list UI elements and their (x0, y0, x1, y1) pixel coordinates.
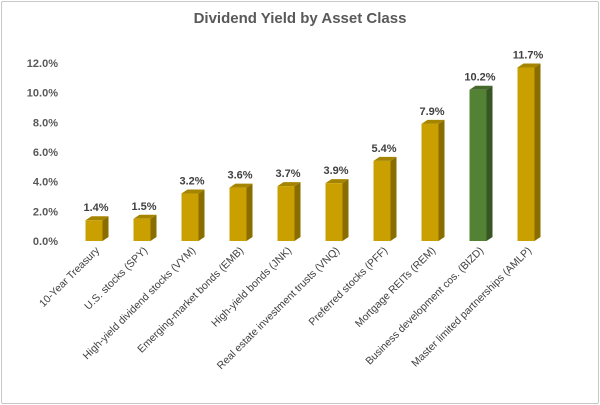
data-label: 11.7% (513, 49, 544, 61)
bar-side (294, 182, 301, 241)
bar-side (534, 63, 541, 242)
bar (181, 189, 205, 241)
bar (277, 182, 301, 241)
bar (229, 183, 253, 241)
bar-top (469, 85, 493, 90)
bar-front (85, 220, 103, 241)
data-label: 3.9% (323, 165, 348, 177)
category-label: Preferred stocks (PFF) (307, 245, 391, 329)
bar (85, 216, 109, 241)
bar-side (486, 85, 493, 241)
bar-front (181, 193, 199, 241)
category-label: Mortgage REITs (REM) (353, 245, 438, 330)
bar-top (517, 63, 541, 68)
data-label: 10.2% (464, 72, 495, 84)
bar-top (325, 179, 349, 184)
bar-front (421, 123, 439, 241)
bar-side (390, 156, 397, 241)
data-label: 3.2% (179, 176, 204, 188)
y-tick-label: 0.0% (33, 236, 58, 248)
y-tick-label: 4.0% (33, 177, 58, 189)
bar-front (469, 89, 487, 241)
y-tick-label: 10.0% (27, 88, 58, 100)
chart-title: Dividend Yield by Asset Class (193, 10, 407, 27)
data-label: 1.5% (131, 201, 156, 213)
bar (517, 63, 541, 242)
data-label: 7.9% (419, 106, 444, 118)
bar-top (277, 182, 301, 187)
bar-front (517, 67, 535, 241)
bar-side (102, 216, 109, 241)
bar-top (229, 183, 253, 188)
data-label: 5.4% (371, 143, 396, 155)
bar (133, 214, 157, 241)
bar (325, 179, 349, 241)
bar-top (373, 156, 397, 161)
y-tick-label: 8.0% (33, 117, 58, 129)
bar (421, 119, 445, 241)
y-tick-label: 6.0% (33, 147, 58, 159)
bar-front (373, 160, 391, 241)
bar-side (342, 179, 349, 241)
data-label: 3.7% (275, 168, 300, 180)
bar-top (85, 216, 109, 221)
bar-top (133, 214, 157, 219)
y-tick-label: 2.0% (33, 206, 58, 218)
bar-front (133, 218, 151, 241)
bar-side (438, 119, 445, 241)
bar-side (198, 189, 205, 241)
bar-side (246, 183, 253, 241)
bar (469, 85, 493, 241)
data-label: 3.6% (227, 170, 252, 182)
bar-front (277, 186, 295, 241)
bar-top (421, 119, 445, 124)
bar (373, 156, 397, 241)
bar-side (150, 214, 157, 241)
bar-front (325, 183, 343, 241)
bar-top (181, 189, 205, 194)
y-tick-label: 12.0% (27, 58, 58, 70)
bar-front (229, 187, 247, 241)
category-label: High-yield bonds (JNK) (209, 245, 294, 330)
data-label: 1.4% (83, 202, 108, 214)
